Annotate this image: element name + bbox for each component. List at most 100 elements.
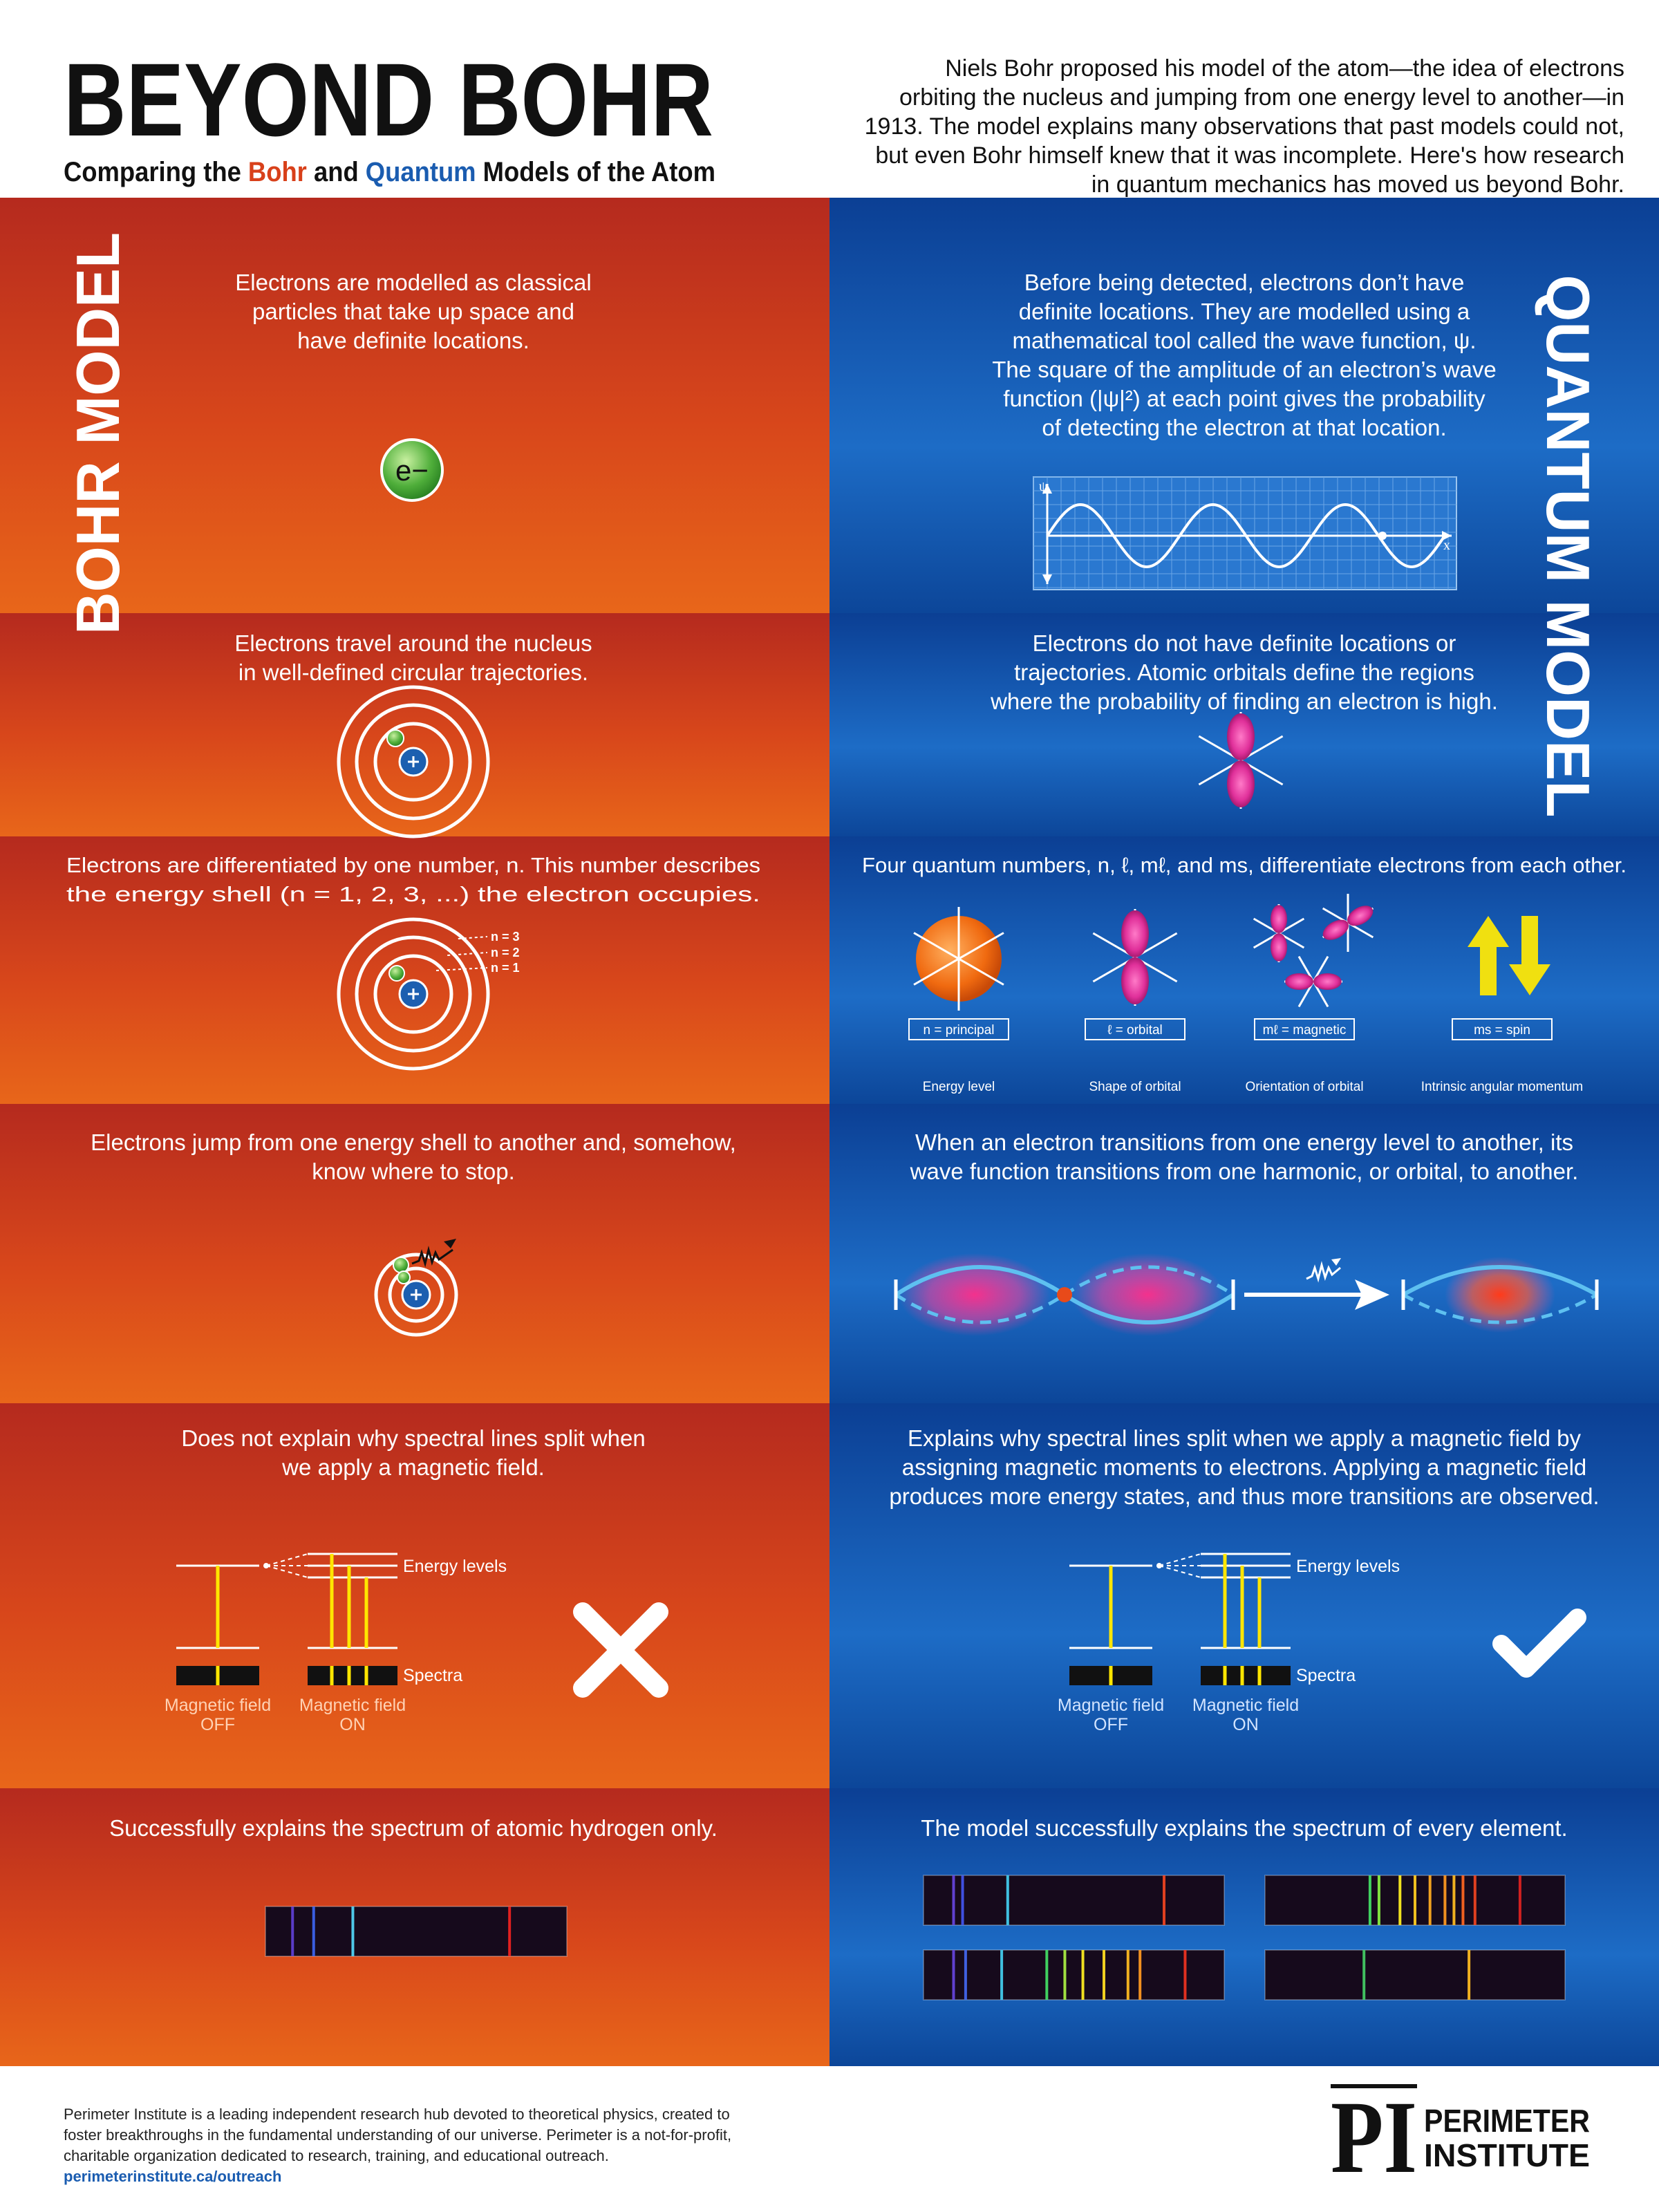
spectrum [265, 1906, 568, 1957]
quantum-text: wave function transitions from one harmo… [910, 1159, 1579, 1184]
bohr-text: Successfully explains the spectrum of at… [109, 1815, 718, 1841]
field-label: Magnetic field [165, 1696, 271, 1715]
orbit [355, 935, 472, 1053]
bohr-label: BOHR MODEL [64, 232, 132, 635]
quantum-panel [830, 1403, 1659, 1788]
lobe [1227, 760, 1255, 807]
field-label: Magnetic field [299, 1696, 406, 1715]
spectrum [923, 1949, 1225, 2000]
shell-label: n = 2 [491, 946, 520, 959]
quantum-text: produces more energy states, and thus mo… [889, 1483, 1599, 1509]
quantum-number-label: ℓ = orbital [1107, 1023, 1163, 1038]
quantum-number-label: mℓ = magnetic [1263, 1023, 1347, 1038]
bohr-panel [0, 836, 830, 1104]
lobe [1271, 905, 1287, 933]
quantum-text: Four quantum numbers, n, ℓ, mℓ, and ms, … [862, 853, 1627, 877]
quantum-text: mathematical tool called the wave functi… [1012, 328, 1476, 353]
harmonic [1402, 1265, 1598, 1297]
subtitle: Comparing the Bohr and Quantum Models of… [64, 157, 715, 187]
axis-label: x [1443, 538, 1450, 553]
axis-label: ψ [1039, 479, 1048, 494]
footer-text: foster breakthroughs in the fundamental … [64, 2126, 731, 2144]
nucleus-plus [408, 988, 419, 1000]
lobe [1121, 910, 1149, 957]
wave-point [1378, 532, 1387, 540]
photon-arrow [444, 1239, 456, 1248]
bohr-text: Electrons jump from one energy shell to … [91, 1130, 736, 1155]
p-orbital [1253, 903, 1305, 963]
bohr-text: the energy shell (n = 1, 2, 3, ...) the … [66, 882, 760, 906]
logo-name: PERIMETER [1424, 2103, 1590, 2139]
p-orbital [1284, 955, 1343, 1008]
lobe [1285, 973, 1313, 991]
probability-cloud [1445, 1257, 1555, 1333]
lobe [1347, 906, 1374, 926]
bohr-text: Electrons are modelled as classical [235, 270, 591, 295]
electron [393, 1257, 409, 1273]
subtitle-part: and [307, 157, 366, 187]
quantum-number-label: ms = spin [1474, 1023, 1530, 1038]
split-lines [1159, 1553, 1201, 1578]
spectrum-line [216, 1666, 368, 1685]
spectrum-bar [308, 1666, 397, 1685]
footer-text: charitable organization dedicated to res… [64, 2147, 609, 2164]
diagram-label: Energy levels [1296, 1557, 1400, 1576]
orbit [337, 685, 490, 838]
orbit [355, 703, 472, 821]
p-orbital [1092, 909, 1178, 1006]
lobe [1322, 919, 1349, 940]
spectrum [1264, 1949, 1566, 2000]
orbit [373, 954, 453, 1034]
quantum-panel [830, 1788, 1659, 2066]
subtitle-part: Bohr [248, 157, 307, 187]
quantum-text: of detecting the electron at that locati… [1042, 415, 1446, 440]
quantum-number-label: n = principal [924, 1023, 995, 1038]
quantum-text: The model successfully explains the spec… [921, 1815, 1567, 1841]
bohr-text: we apply a magnetic field. [281, 1454, 545, 1480]
field-label: ON [1232, 1715, 1259, 1734]
check-mark [1492, 1609, 1586, 1678]
quantum-number-box [1085, 1018, 1185, 1040]
shell-leader [458, 936, 488, 939]
orbit [374, 1253, 458, 1337]
shell-leader [447, 952, 488, 956]
axis-line [913, 932, 1004, 986]
p-orbital [1198, 712, 1284, 809]
lobe [1121, 957, 1149, 1004]
quantum-number-caption: Energy level [923, 1080, 995, 1094]
quantum-number-caption: Orientation of orbital [1245, 1080, 1363, 1094]
lobe [1313, 973, 1342, 991]
footer-text: Perimeter Institute is a leading indepen… [64, 2106, 730, 2123]
bohr-panel [0, 1403, 830, 1788]
intro-text: in quantum mechanics has moved us beyond… [1091, 171, 1624, 198]
bohr-text: Electrons travel around the nucleus [234, 630, 592, 656]
lobe [1271, 933, 1287, 962]
quantum-text: where the probability of finding an elec… [990, 688, 1498, 714]
quantum-text: trajectories. Atomic orbitals define the… [1014, 659, 1474, 685]
photon-squiggle [1306, 1261, 1341, 1283]
transition-arrowhead [1355, 1280, 1389, 1310]
p-orbital [1322, 893, 1374, 953]
bohr-panel [0, 198, 830, 613]
photon-squiggle [411, 1246, 453, 1268]
quantum-text: The square of the amplitude of an electr… [992, 357, 1497, 382]
bohr-text: know where to stop. [312, 1159, 515, 1184]
bohr-text: in well-defined circular trajectories. [238, 659, 588, 685]
shell-label: n = 1 [491, 961, 520, 975]
quantum-text: assigning magnetic moments to electrons.… [902, 1454, 1587, 1480]
field-label: OFF [1094, 1715, 1128, 1734]
spectrum [923, 1875, 1225, 1926]
orbit [388, 1266, 444, 1323]
intro-text: Niels Bohr proposed his model of the ato… [945, 55, 1624, 82]
footer-url: perimeterinstitute.ca/outreach [64, 2168, 281, 2185]
intro-text: 1913. The model explains many observatio… [865, 113, 1624, 140]
logo-name: INSTITUTE [1424, 2137, 1590, 2173]
electron-label: e− [395, 454, 429, 487]
quantum-text: definite locations. They are modelled us… [1019, 299, 1470, 324]
diagram-label: Spectra [403, 1666, 462, 1685]
bohr-text: Electrons are differentiated by one numb… [66, 853, 760, 877]
split-lines [265, 1553, 308, 1578]
transition [216, 1554, 368, 1648]
subtitle-part: Models of the Atom [476, 157, 715, 187]
